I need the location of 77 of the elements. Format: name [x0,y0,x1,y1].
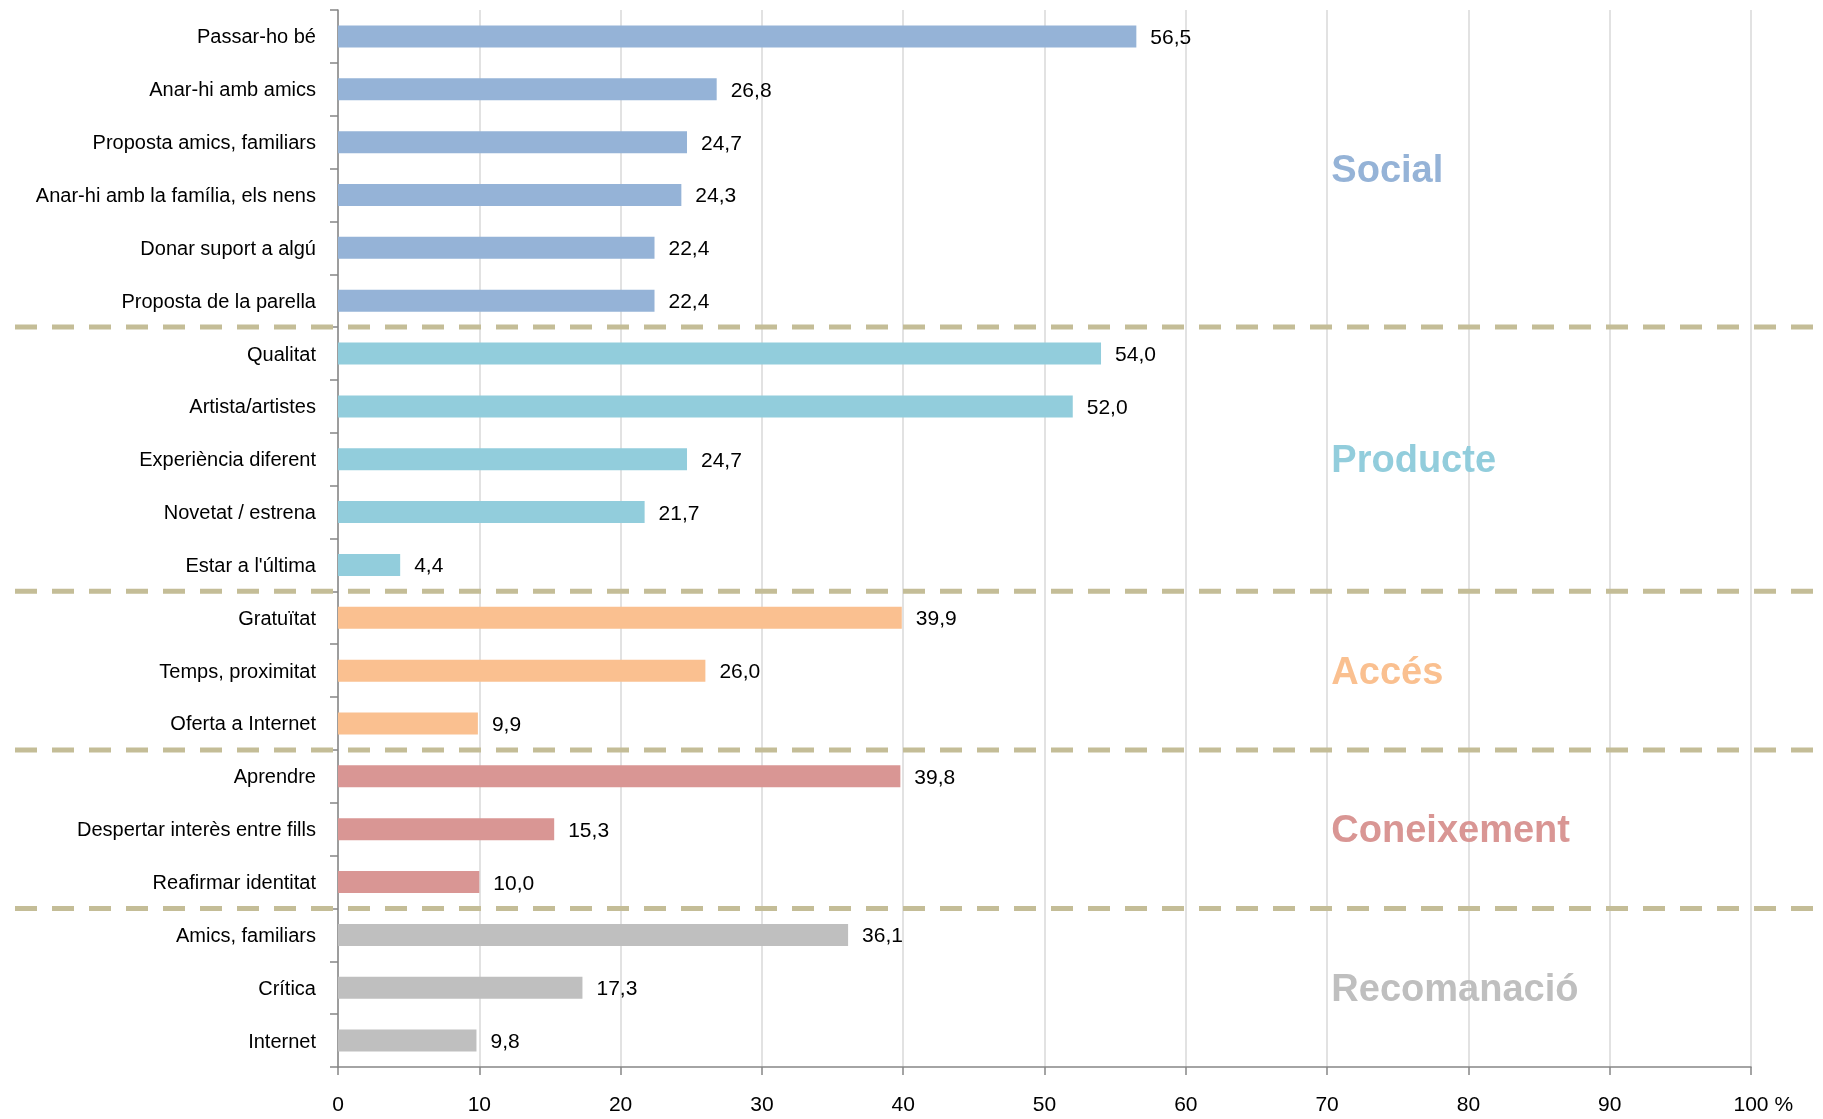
data-label: 22,4 [668,236,710,260]
data-label: 26,0 [719,659,761,683]
y-tick-label: Proposta de la parella [121,289,317,312]
bar [338,923,849,946]
data-label: 4,4 [414,553,444,577]
bar [338,448,688,471]
bar [338,712,478,735]
y-tick-label: Anar-hi amb la família, els nens [35,183,316,206]
text: Coneixement [1331,808,1571,851]
x-tick-label: 40 [891,1092,915,1115]
text: Social [1331,147,1444,190]
bar [338,1029,477,1052]
y-tick-label: Estar a l'última [185,553,317,576]
x-tick-label: 90 [1598,1092,1622,1115]
y-tick-label: Reafirmar identitat [152,871,317,894]
x-axis-title: % [1774,1092,1794,1115]
data-label: 54,0 [1115,342,1156,366]
y-tick-label: Aprendre [233,765,316,788]
bar [338,289,655,312]
bar [338,871,480,894]
bar [338,183,682,206]
y-tick-label: Qualitat [247,342,317,365]
bar [338,976,583,999]
bar [338,25,1137,48]
x-tick-label: 30 [750,1092,774,1115]
data-label: 24,7 [701,447,742,471]
data-label: 24,3 [695,183,737,207]
x-tick-label: 70 [1315,1092,1339,1115]
y-tick-label: Experiència diferent [139,448,317,471]
bar [338,131,688,154]
x-tick-label: 80 [1456,1092,1481,1115]
x-tick-label: 0 [332,1092,344,1115]
y-tick-label: Internet [248,1029,317,1052]
bar [338,659,706,682]
y-tick-label: Novetat / estrena [163,501,317,524]
data-label: 10,0 [493,870,535,894]
data-label: 24,7 [701,130,742,154]
data-label: 56,5 [1150,24,1192,48]
y-tick-label: Passar-ho bé [197,25,316,48]
data-label: 21,7 [658,500,700,524]
text: Accés [1331,649,1444,692]
data-label: 22,4 [668,289,710,313]
y-tick-label: Despertar interès entre fills [77,818,316,841]
data-label: 36,1 [862,923,903,947]
data-label: 52,0 [1086,394,1128,418]
data-label: 39,8 [914,764,956,788]
bar [338,501,645,524]
data-label: 15,3 [568,817,610,841]
x-tick-label: 100 [1733,1092,1769,1115]
bar [338,765,901,788]
y-tick-label: Donar suport a algú [140,236,316,259]
bar [338,342,1102,365]
bar [338,606,902,629]
y-tick-label: Artista/artistes [189,395,316,418]
data-label: 9,8 [490,1029,520,1053]
y-tick-label: Amics, familiars [175,923,316,946]
data-label: 9,9 [491,711,522,735]
data-label: 26,8 [730,77,772,101]
y-tick-label: Proposta amics, familiars [92,131,316,154]
x-tick-label: 50 [1032,1092,1057,1115]
bar [338,395,1073,418]
bar [338,818,555,841]
data-label: 17,3 [596,976,638,1000]
x-tick-label: 10 [467,1092,491,1115]
bar [338,78,717,101]
text: Producte [1331,438,1497,481]
y-tick-label: Anar-hi amb amics [149,78,316,101]
bar [338,553,401,576]
x-tick-label: 20 [608,1092,633,1115]
data-label: 39,9 [915,606,957,630]
y-tick-label: Oferta a Internet [170,712,317,735]
x-tick-label: 60 [1174,1092,1198,1115]
y-tick-label: Temps, proximitat [159,659,317,682]
bar [338,236,655,259]
text: Recomanació [1331,966,1579,1009]
y-tick-label: Gratuïtat [238,606,317,629]
y-tick-label: Crítica [258,976,317,999]
